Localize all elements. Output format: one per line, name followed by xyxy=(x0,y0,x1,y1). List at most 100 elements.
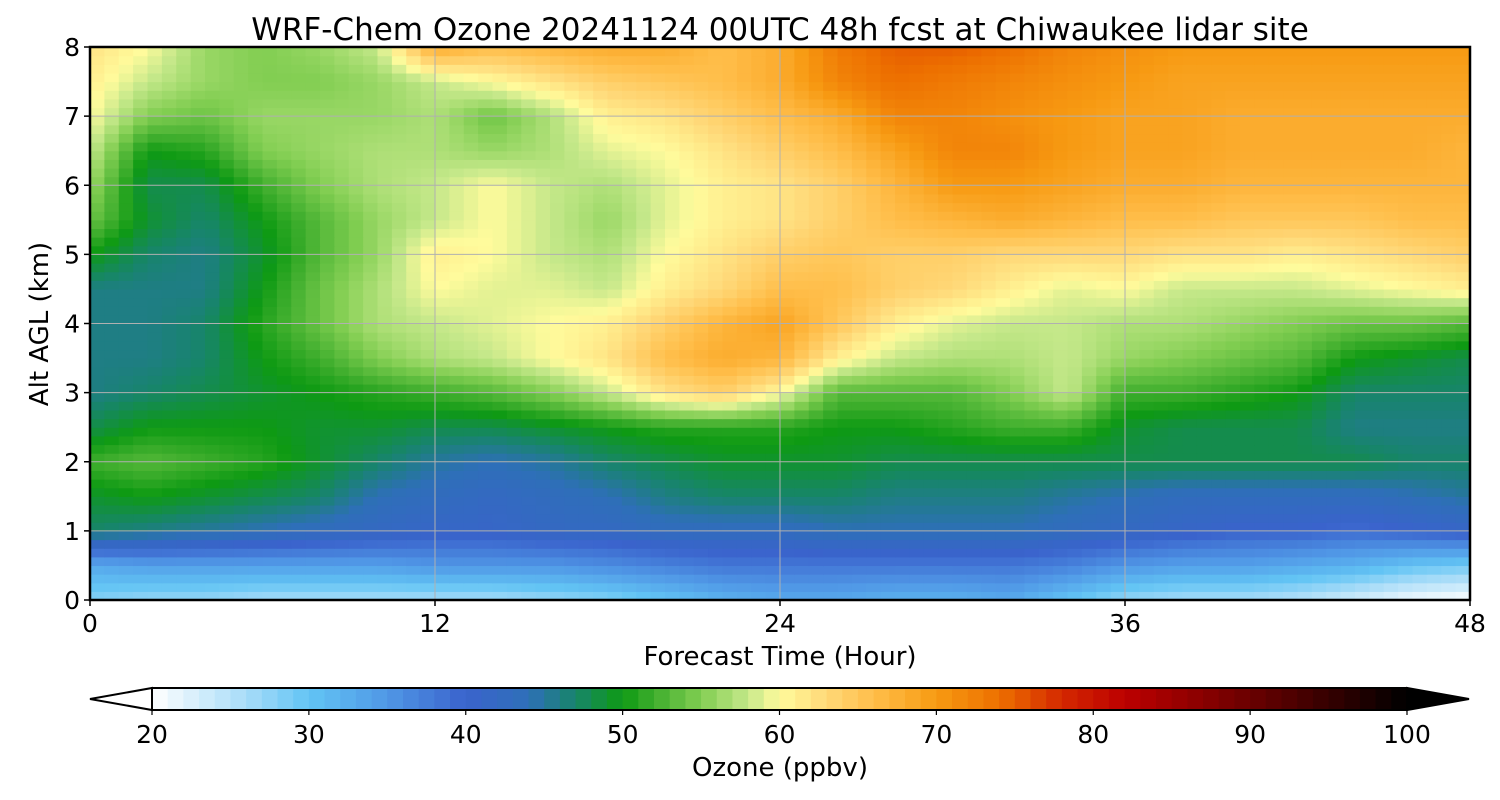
heatmap-cell xyxy=(190,280,206,290)
heatmap-cell xyxy=(995,211,1011,221)
heatmap-cell xyxy=(1254,487,1270,497)
heatmap-cell xyxy=(1268,479,1284,489)
heatmap-cell xyxy=(320,418,335,428)
heatmap-cell xyxy=(1225,582,1241,592)
heatmap-cell xyxy=(262,591,278,601)
heatmap-cell xyxy=(1081,306,1097,316)
heatmap-cell xyxy=(550,504,565,515)
heatmap-cell xyxy=(1254,418,1270,428)
heatmap-cell xyxy=(1010,332,1025,342)
heatmap-cell xyxy=(535,254,551,264)
heatmap-cell xyxy=(1125,409,1140,420)
heatmap-cell xyxy=(1254,366,1270,376)
heatmap-cell xyxy=(219,323,235,333)
heatmap-cell xyxy=(650,366,666,376)
heatmap-cell xyxy=(909,332,925,342)
heatmap-cell xyxy=(736,288,752,299)
heatmap-cell xyxy=(808,513,824,523)
heatmap-cell xyxy=(118,418,134,428)
heatmap-cell xyxy=(1053,254,1069,264)
heatmap-cell xyxy=(1240,228,1255,238)
heatmap-cell xyxy=(276,280,292,290)
heatmap-cell xyxy=(104,591,120,601)
heatmap-cell xyxy=(262,366,278,376)
heatmap-cell xyxy=(449,237,465,247)
heatmap-cell xyxy=(995,470,1011,480)
heatmap-cell xyxy=(1326,392,1342,402)
heatmap-cell xyxy=(1110,487,1126,497)
heatmap-cell xyxy=(276,358,292,368)
heatmap-cell xyxy=(952,479,968,489)
heatmap-cell xyxy=(593,401,609,411)
heatmap-cell xyxy=(564,435,580,446)
heatmap-cell xyxy=(435,245,450,255)
heatmap-cell xyxy=(1254,167,1270,178)
heatmap-cell xyxy=(866,340,882,351)
heatmap-cell xyxy=(722,297,738,307)
heatmap-cell xyxy=(966,479,982,489)
heatmap-cell xyxy=(1426,591,1442,601)
heatmap-cell xyxy=(1024,228,1040,238)
heatmap-cell xyxy=(1067,237,1083,247)
heatmap-cell xyxy=(190,504,206,515)
heatmap-cell xyxy=(1010,340,1025,351)
heatmap-cell xyxy=(880,332,896,342)
heatmap-cell xyxy=(794,185,810,195)
heatmap-cell xyxy=(1297,513,1313,523)
heatmap-cell xyxy=(147,496,163,506)
heatmap-cell xyxy=(1153,487,1169,497)
heatmap-cell xyxy=(478,193,494,204)
heatmap-cell xyxy=(1254,522,1270,532)
heatmap-cell xyxy=(909,314,925,325)
heatmap-cell xyxy=(1024,271,1040,281)
heatmap-cell xyxy=(1182,245,1198,255)
heatmap-cell xyxy=(550,150,565,160)
heatmap-cell xyxy=(837,288,853,299)
heatmap-cell xyxy=(693,237,709,247)
heatmap-cell xyxy=(995,306,1011,316)
heatmap-cell xyxy=(837,565,853,575)
heatmap-cell xyxy=(1311,530,1327,541)
heatmap-cell xyxy=(1010,409,1025,420)
heatmap-cell xyxy=(363,263,379,273)
heatmap-cell xyxy=(665,409,680,420)
heatmap-cell xyxy=(607,548,623,558)
heatmap-cell xyxy=(938,193,954,204)
heatmap-cell xyxy=(621,556,637,567)
heatmap-cell xyxy=(794,513,810,523)
heatmap-cell xyxy=(1369,185,1385,195)
heatmap-cell xyxy=(880,263,896,273)
heatmap-cell xyxy=(1182,504,1198,515)
heatmap-cell xyxy=(751,504,767,515)
heatmap-cell xyxy=(1326,176,1342,186)
heatmap-cell xyxy=(1081,418,1097,428)
heatmap-cell xyxy=(693,314,709,325)
heatmap-cell xyxy=(1038,409,1054,420)
heatmap-cell xyxy=(1081,444,1097,454)
heatmap-cell xyxy=(909,375,925,385)
heatmap-cell xyxy=(923,193,939,204)
heatmap-cell xyxy=(693,401,709,411)
heatmap-cell xyxy=(1369,453,1385,463)
heatmap-cell xyxy=(564,539,580,549)
heatmap-cell xyxy=(1211,150,1227,160)
heatmap-cell xyxy=(478,479,494,489)
heatmap-cell xyxy=(1168,176,1184,186)
heatmap-cell xyxy=(1340,427,1356,437)
heatmap-cell xyxy=(621,470,637,480)
heatmap-cell xyxy=(1326,375,1342,385)
heatmap-cell xyxy=(147,202,163,212)
heatmap-cell xyxy=(1225,401,1241,411)
heatmap-cell xyxy=(1441,504,1457,515)
heatmap-cell xyxy=(880,211,896,221)
heatmap-cell xyxy=(104,444,120,454)
heatmap-cell xyxy=(104,211,120,221)
heatmap-cell xyxy=(1067,513,1083,523)
heatmap-cell xyxy=(262,202,278,212)
heatmap-cell xyxy=(650,444,666,454)
heatmap-cell xyxy=(679,582,695,592)
heatmap-cell xyxy=(794,556,810,567)
heatmap-cell xyxy=(1268,453,1284,463)
heatmap-cell xyxy=(219,444,235,454)
heatmap-cell xyxy=(895,591,910,601)
